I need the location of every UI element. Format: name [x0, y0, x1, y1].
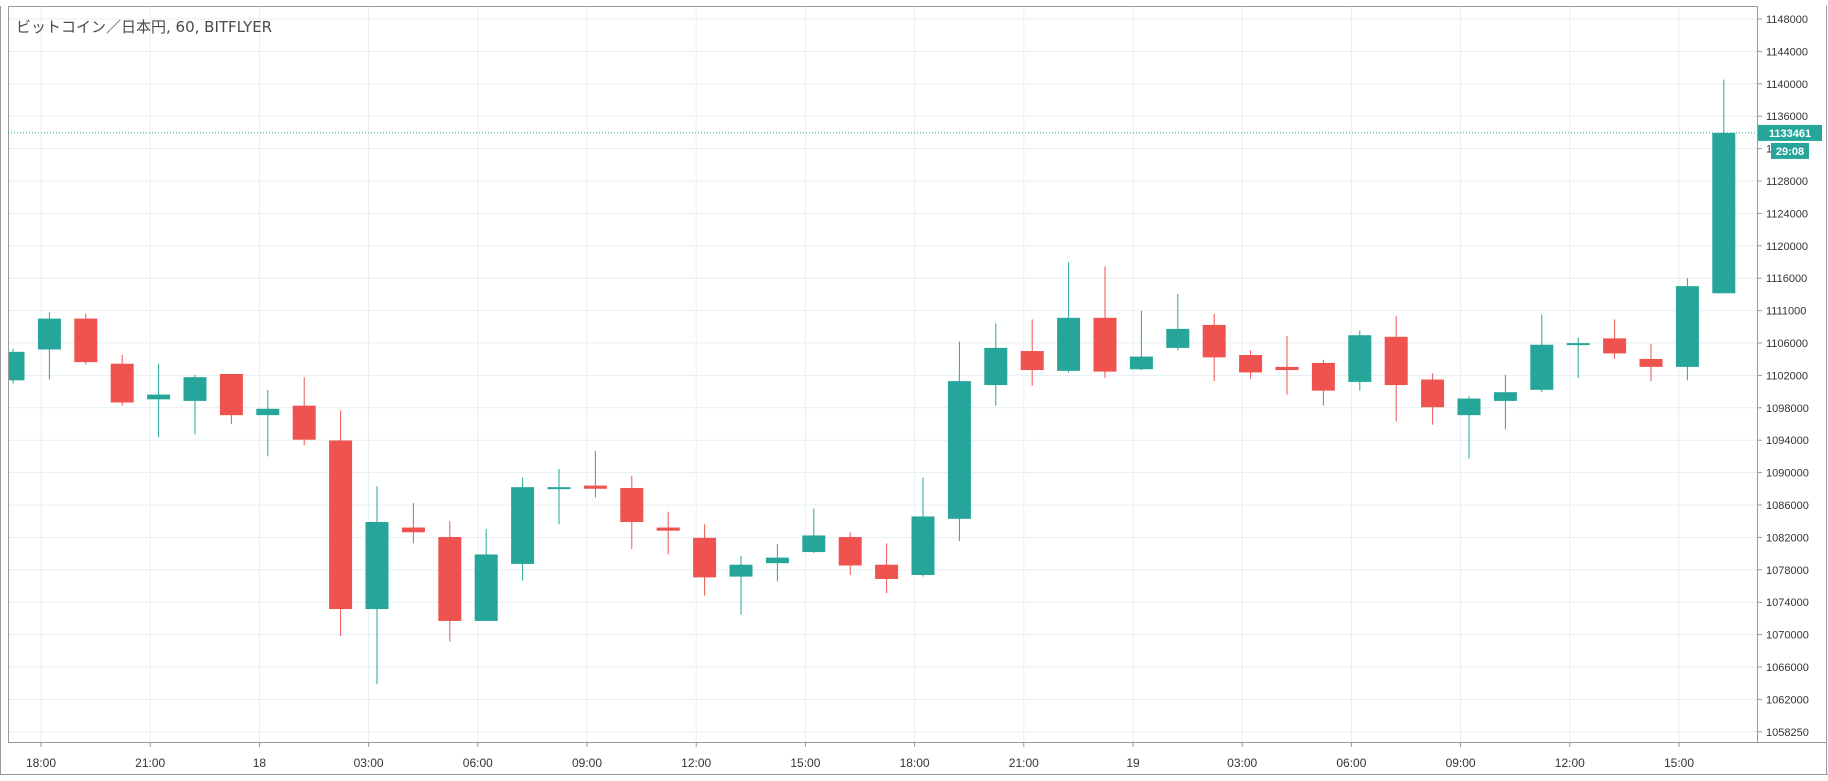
candle-body-up[interactable]	[2, 351, 25, 381]
x-tick-label: 03:00	[1227, 756, 1257, 770]
candle-body-down[interactable]	[1202, 324, 1226, 358]
candle-body-down[interactable]	[583, 485, 607, 489]
x-tick-label: 09:00	[1446, 756, 1476, 770]
x-tick-label: 12:00	[1555, 756, 1585, 770]
chart-title: ビットコイン／日本円, 60, BITFLYER	[16, 18, 273, 36]
candle-body-up[interactable]	[147, 394, 171, 400]
y-tick-label: 1148000	[1766, 14, 1808, 26]
candle-body-up[interactable]	[802, 535, 826, 553]
x-tick-label: 12:00	[681, 756, 711, 770]
y-tick-label: 1106000	[1766, 338, 1808, 350]
x-tick-label: 21:00	[135, 756, 165, 770]
y-tick-label: 1120000	[1766, 241, 1808, 253]
candle-body-down[interactable]	[1275, 366, 1299, 371]
candle-body-down[interactable]	[1603, 338, 1627, 354]
x-tick-label: 18:00	[900, 756, 930, 770]
candle-body-down[interactable]	[74, 318, 98, 363]
candle-body-down[interactable]	[1384, 336, 1408, 386]
candle-body-up[interactable]	[474, 554, 498, 621]
y-tick-label: 1094000	[1766, 435, 1809, 447]
y-tick-label: 1086000	[1766, 500, 1809, 512]
y-tick-label: 1090000	[1766, 468, 1809, 480]
y-tick-label: 1136000	[1766, 111, 1808, 123]
candle-body-up[interactable]	[729, 564, 753, 577]
candle-body-up[interactable]	[1530, 344, 1554, 390]
candle-body-up[interactable]	[1057, 317, 1081, 371]
y-tick-label: 1140000	[1766, 79, 1808, 91]
y-tick-label: 1082000	[1766, 532, 1809, 544]
x-tick-label: 15:00	[1664, 756, 1694, 770]
x-tick-label: 15:00	[790, 756, 820, 770]
candle-body-down[interactable]	[620, 487, 644, 522]
candle-body-up[interactable]	[547, 487, 571, 490]
candle-body-down[interactable]	[1239, 355, 1263, 373]
candle-body-up[interactable]	[1129, 356, 1153, 370]
candle-body-up[interactable]	[911, 516, 935, 576]
candle-body-up[interactable]	[984, 347, 1008, 386]
candle-body-up[interactable]	[1457, 398, 1481, 416]
y-tick-label: 1116000	[1766, 273, 1807, 285]
candle-body-up[interactable]	[1493, 392, 1517, 401]
countdown-label: 29:08	[1776, 146, 1804, 158]
candle-body-down[interactable]	[110, 363, 134, 403]
y-tick-label: 1062000	[1766, 694, 1809, 706]
candle-body-up[interactable]	[947, 381, 971, 519]
candle-body-down[interactable]	[1311, 362, 1335, 391]
y-tick-label: 1144000	[1766, 46, 1808, 58]
candle-body-up[interactable]	[1675, 286, 1699, 367]
candle-body-up[interactable]	[1348, 335, 1372, 382]
y-tick-label: 1098000	[1766, 403, 1809, 415]
y-tick-label: 1102000	[1766, 370, 1808, 382]
x-tick-label: 06:00	[463, 756, 493, 770]
x-tick-label: 19	[1126, 756, 1140, 770]
candle-body-up[interactable]	[765, 557, 789, 564]
x-tick-label: 18	[253, 756, 267, 770]
candle-body-up[interactable]	[37, 318, 61, 350]
candle-body-up[interactable]	[1566, 343, 1590, 346]
candle-body-up[interactable]	[256, 408, 280, 416]
countdown-badge	[1771, 142, 1809, 159]
candle-body-down[interactable]	[438, 537, 462, 621]
last-price-label: 1133461	[1769, 128, 1811, 140]
candle-body-down[interactable]	[1639, 358, 1663, 367]
y-tick-label: 1074000	[1766, 597, 1809, 609]
candle-body-down[interactable]	[1093, 317, 1117, 372]
candle-body-up[interactable]	[365, 521, 389, 610]
candle-body-down[interactable]	[401, 527, 425, 533]
y-tick-label: 1128000	[1766, 176, 1808, 188]
y-tick-label: 1058250	[1766, 727, 1809, 739]
y-tick-label: 1070000	[1766, 630, 1809, 642]
candle-body-down[interactable]	[292, 405, 316, 440]
candle-body-down[interactable]	[656, 527, 680, 531]
candle-body-down[interactable]	[693, 537, 717, 578]
x-tick-label: 03:00	[354, 756, 384, 770]
x-tick-label: 09:00	[572, 756, 602, 770]
candle-body-down[interactable]	[1020, 351, 1044, 371]
y-tick-label: 1066000	[1766, 662, 1809, 674]
x-tick-label: 18:00	[26, 756, 56, 770]
price-label-badge	[1758, 124, 1822, 141]
x-tick-label: 21:00	[1009, 756, 1039, 770]
candle-body-up[interactable]	[183, 377, 207, 401]
candle-body-up[interactable]	[1712, 132, 1736, 294]
candle-body-down[interactable]	[219, 374, 243, 416]
candle-body-down[interactable]	[1421, 379, 1445, 408]
y-tick-label: 1124000	[1766, 208, 1808, 220]
y-tick-label: 1111000	[1766, 306, 1806, 318]
candle-body-up[interactable]	[1166, 328, 1190, 348]
candle-body-down[interactable]	[838, 537, 862, 566]
candles-group	[2, 79, 1736, 685]
candle-body-down[interactable]	[875, 564, 899, 579]
candle-body-up[interactable]	[511, 487, 535, 564]
candle-body-down[interactable]	[329, 440, 353, 610]
y-tick-label: 1078000	[1766, 565, 1809, 577]
x-tick-label: 06:00	[1336, 756, 1366, 770]
